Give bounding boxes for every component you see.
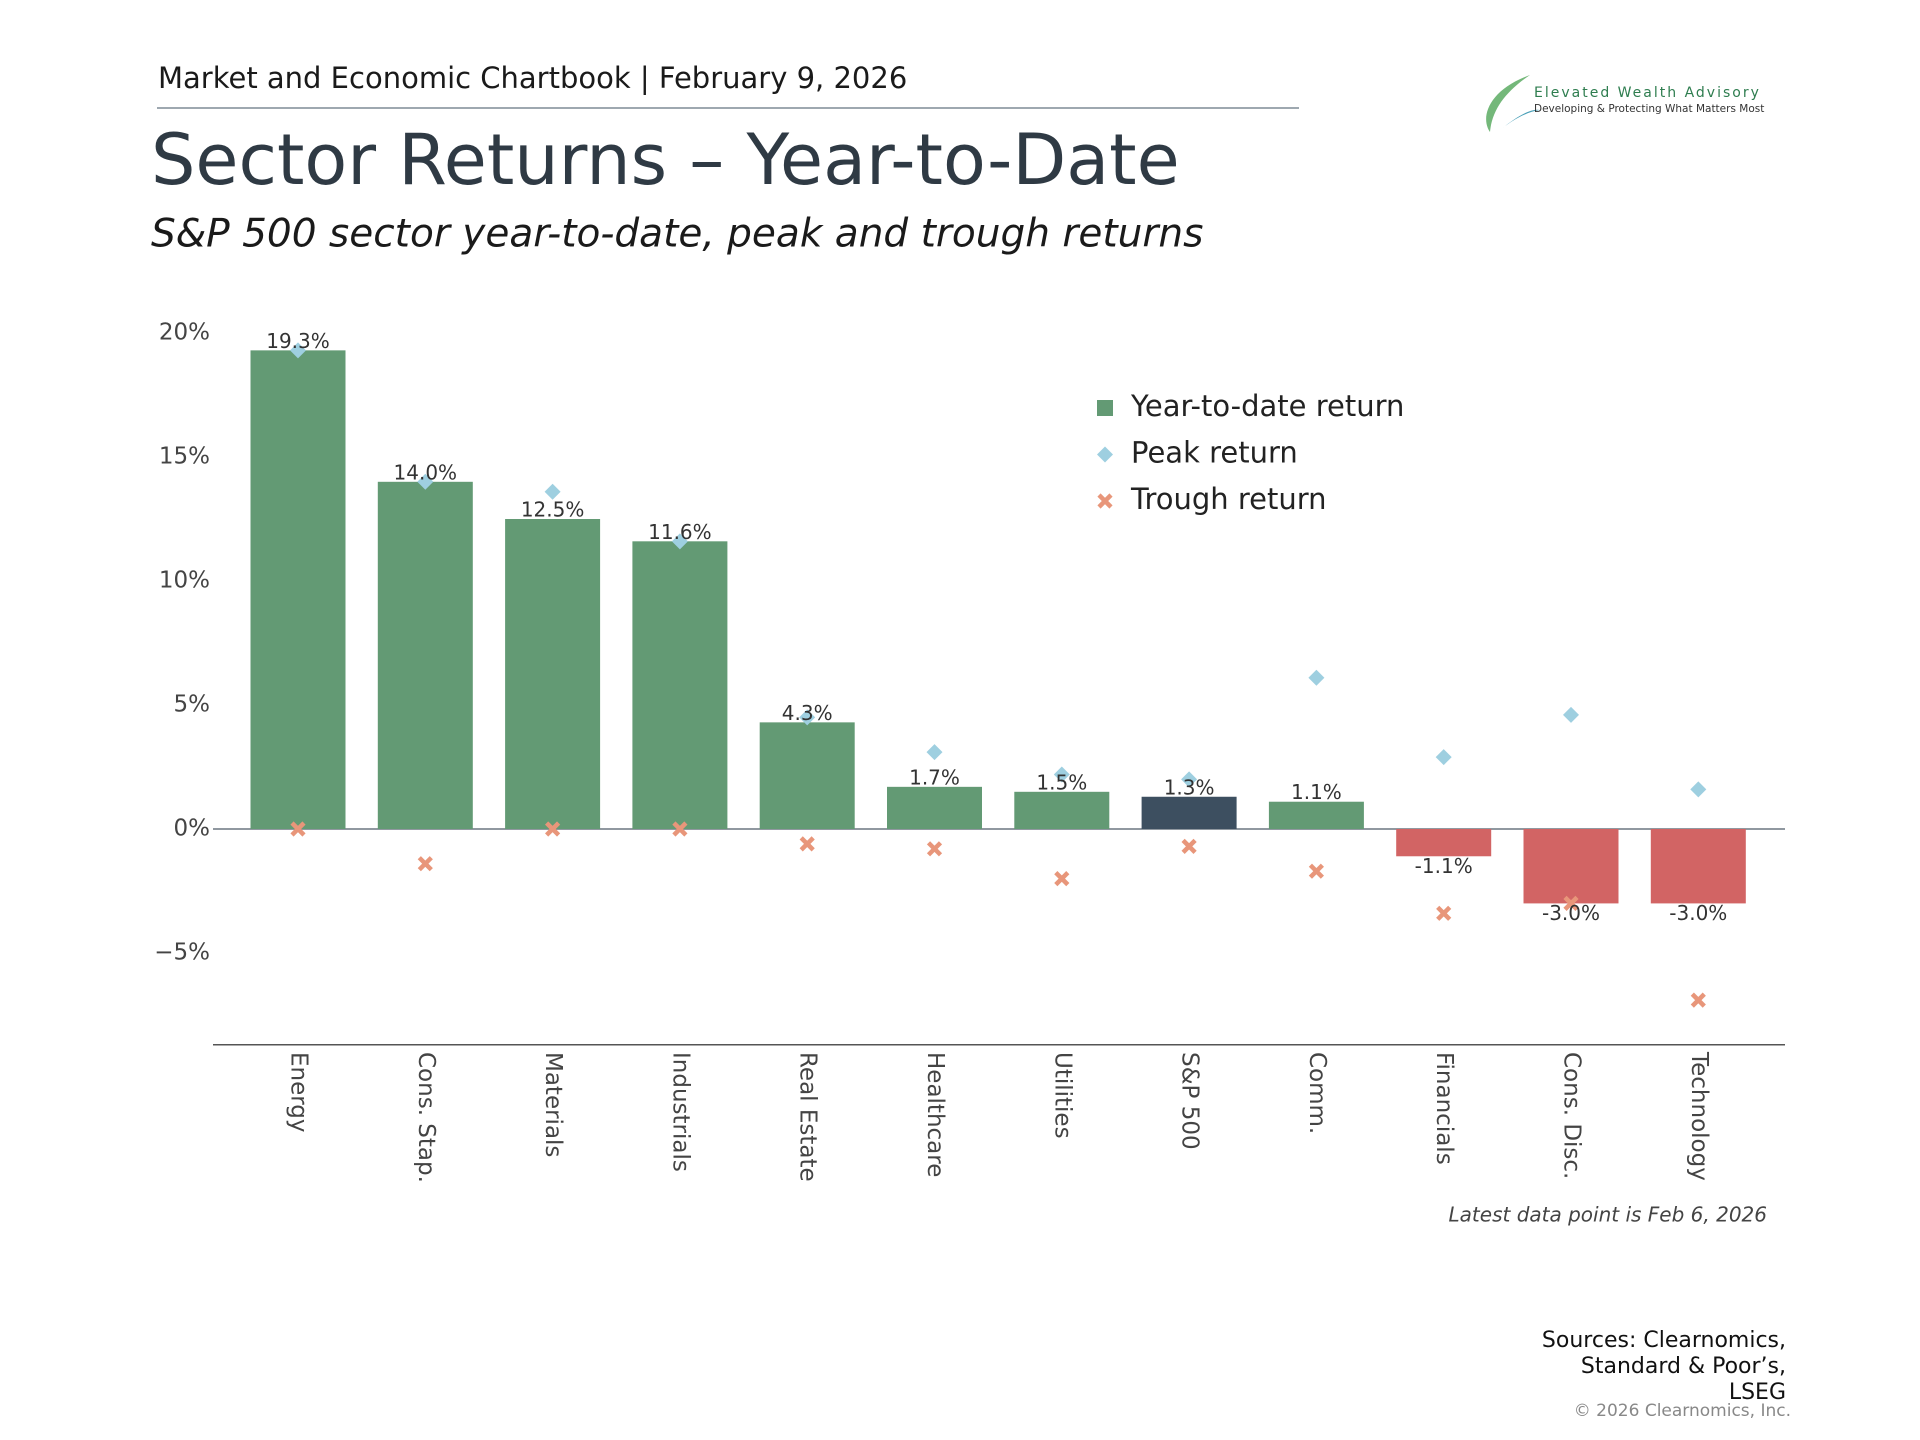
value-label: 12.5% bbox=[521, 498, 585, 522]
point bbox=[1181, 838, 1197, 854]
y-tick-label: 15% bbox=[159, 444, 210, 470]
copyright: © 2026 Clearnomics, Inc. bbox=[1574, 1401, 1791, 1421]
x-tick-label: Utilities bbox=[1049, 1052, 1075, 1139]
chart-title: Sector Returns – Year-to-Date bbox=[151, 119, 1180, 201]
value-label: -3.0% bbox=[1669, 901, 1727, 925]
point bbox=[926, 841, 943, 857]
point bbox=[417, 473, 434, 490]
point bbox=[671, 533, 688, 550]
bar bbox=[505, 519, 601, 829]
point bbox=[1308, 863, 1324, 879]
point bbox=[1436, 905, 1452, 921]
value-label: 4.3% bbox=[782, 701, 833, 725]
y-tick-label: −5% bbox=[154, 940, 210, 966]
x-tick-label: Cons. Disc. bbox=[1559, 1052, 1585, 1179]
legend-marker bbox=[1097, 400, 1113, 416]
point bbox=[1690, 781, 1707, 798]
point bbox=[926, 744, 943, 761]
bar bbox=[1014, 791, 1110, 829]
x-tick-label: Technology bbox=[1686, 1051, 1712, 1181]
point bbox=[672, 821, 688, 837]
x-tick-label: Materials bbox=[540, 1052, 566, 1157]
bar bbox=[1396, 829, 1492, 857]
x-tick-label: Healthcare bbox=[922, 1052, 948, 1177]
chart-subtitle: S&P 500 sector year-to-date, peak and tr… bbox=[151, 212, 1203, 257]
logo: Elevated Wealth Advisory Developing & Pr… bbox=[1486, 75, 1764, 132]
bar bbox=[1141, 796, 1237, 829]
legend-label: Trough return bbox=[1130, 482, 1327, 516]
point bbox=[1563, 706, 1579, 723]
legend-label: Year-to-date return bbox=[1130, 389, 1404, 423]
legend-label: Peak return bbox=[1131, 436, 1298, 470]
point bbox=[290, 821, 306, 837]
y-tick-label: 0% bbox=[174, 816, 211, 842]
point bbox=[799, 709, 816, 726]
x-tick-label: Cons. Stap. bbox=[413, 1052, 439, 1183]
bar bbox=[1650, 829, 1746, 904]
value-label: 1.3% bbox=[1164, 775, 1215, 799]
bar bbox=[1268, 801, 1364, 829]
brand: Elevated Wealth Advisory bbox=[1534, 85, 1761, 101]
legend-marker bbox=[1097, 493, 1113, 509]
point bbox=[799, 836, 815, 852]
value-label: 14.0% bbox=[394, 460, 458, 484]
point bbox=[1308, 669, 1325, 686]
y-tick-label: 20% bbox=[159, 320, 210, 346]
point bbox=[1435, 749, 1452, 766]
bar bbox=[759, 722, 855, 829]
point bbox=[417, 856, 433, 872]
y-tick-label: 10% bbox=[159, 568, 210, 594]
value-label: -1.1% bbox=[1415, 854, 1473, 878]
source-line: LSEG bbox=[1729, 1380, 1786, 1405]
point bbox=[1053, 766, 1070, 783]
source-line: Standard & Poor’s, bbox=[1581, 1354, 1786, 1379]
x-tick-label: Comm. bbox=[1304, 1052, 1330, 1134]
point bbox=[1563, 895, 1579, 911]
value-label: 1.7% bbox=[909, 765, 960, 789]
point bbox=[290, 342, 306, 359]
bar bbox=[377, 481, 473, 829]
x-tick-label: Energy bbox=[286, 1052, 312, 1133]
source-line: Sources: Clearnomics, bbox=[1542, 1328, 1786, 1353]
point bbox=[1690, 992, 1706, 1008]
x-tick-label: Industrials bbox=[667, 1052, 693, 1172]
bar bbox=[250, 350, 346, 829]
value-label: -3.0% bbox=[1542, 901, 1600, 925]
point bbox=[545, 821, 561, 837]
logo-leaf bbox=[1486, 75, 1530, 132]
point bbox=[544, 483, 561, 500]
y-tick-label: 5% bbox=[174, 692, 211, 718]
kicker: Market and Economic Chartbook | February… bbox=[158, 61, 907, 95]
value-label: 1.1% bbox=[1291, 780, 1342, 804]
bar bbox=[887, 786, 982, 829]
note: Latest data point is Feb 6, 2026 bbox=[1449, 1203, 1767, 1227]
value-label: 11.6% bbox=[648, 520, 712, 544]
bar bbox=[1523, 829, 1619, 904]
x-tick-label: Financials bbox=[1431, 1052, 1457, 1165]
point bbox=[1181, 771, 1198, 788]
tagline: Developing & Protecting What Matters Mos… bbox=[1534, 103, 1764, 115]
x-tick-label: S&P 500 bbox=[1177, 1052, 1203, 1150]
bar bbox=[632, 541, 728, 829]
legend-marker bbox=[1097, 446, 1113, 463]
value-label: 1.5% bbox=[1036, 770, 1087, 794]
point bbox=[1054, 871, 1070, 887]
x-tick-label: Real Estate bbox=[795, 1052, 821, 1182]
value-label: 19.3% bbox=[266, 329, 330, 353]
